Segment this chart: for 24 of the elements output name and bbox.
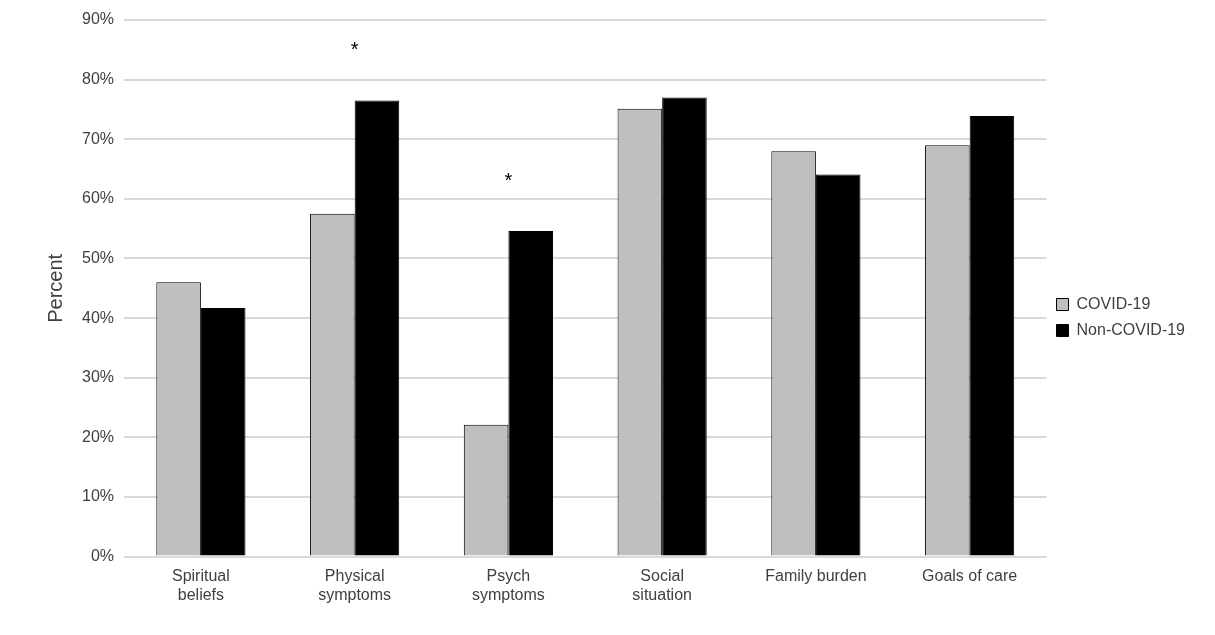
legend-label: COVID-19 [1076,294,1151,312]
x-tick-label: Family burden [765,566,867,584]
x-tick-label: Psych symptoms [471,566,545,603]
y-tick-label: 0% [90,547,115,565]
bar [815,174,861,556]
annotation: * [350,38,359,61]
x-tick-label: Goals of care [922,566,1018,584]
y-tick-label: 20% [81,427,115,445]
y-tick-label: 30% [81,368,115,386]
bar [969,115,1015,556]
y-tick-label: 10% [81,487,115,505]
y-tick-label: 70% [81,129,115,147]
y-tick-label: 40% [81,308,115,326]
annotation: * [504,168,513,191]
y-tick-label: 60% [81,189,115,207]
legend-label: Non-COVID-19 [1076,320,1186,338]
x-tick-label: Physical symptoms [318,566,392,603]
x-tick-label: Spiritual beliefs [171,566,230,603]
x-tick-label: Social situation [632,566,692,603]
y-tick-label: 80% [81,70,115,88]
y-tick-label: 90% [81,10,115,28]
bar [200,307,246,556]
y-axis-title: Percent [43,253,66,323]
y-tick-label: 50% [81,248,115,266]
